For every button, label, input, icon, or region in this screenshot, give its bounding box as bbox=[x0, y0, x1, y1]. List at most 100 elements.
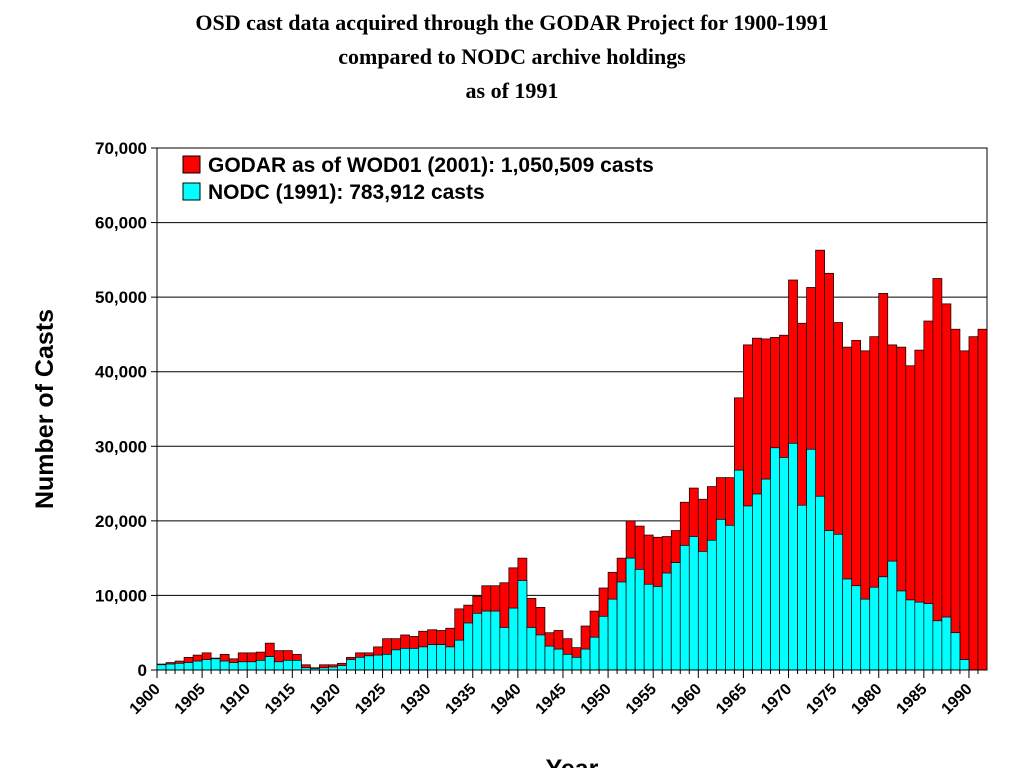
chart-title: compared to NODC archive holdings bbox=[338, 44, 686, 69]
bar bbox=[797, 504, 807, 671]
bar bbox=[499, 627, 510, 671]
y-tick-label: 60,000 bbox=[95, 214, 147, 233]
bar bbox=[273, 661, 284, 671]
legend-label: NODC (1991): 783,912 casts bbox=[208, 181, 485, 204]
bar bbox=[490, 610, 501, 671]
bar bbox=[679, 545, 690, 671]
bar bbox=[851, 585, 862, 671]
bar bbox=[806, 448, 816, 671]
bar bbox=[788, 442, 798, 671]
bar bbox=[815, 495, 825, 671]
chart-title: as of 1991 bbox=[466, 78, 559, 103]
bar bbox=[508, 607, 519, 671]
bar bbox=[941, 303, 952, 671]
bar bbox=[526, 627, 537, 671]
bar bbox=[400, 648, 410, 671]
x-tick-label: 1985 bbox=[893, 681, 930, 718]
x-tick-label: 1955 bbox=[623, 681, 660, 718]
bar bbox=[427, 644, 438, 671]
bar bbox=[941, 616, 952, 671]
legend-label: GODAR as of WOD01 (2001): 1,050,509 cast… bbox=[208, 154, 654, 177]
x-tick-label: 1945 bbox=[533, 681, 570, 718]
bar bbox=[752, 493, 762, 671]
bar bbox=[237, 661, 248, 671]
bar bbox=[562, 653, 573, 671]
bar bbox=[165, 663, 176, 671]
x-tick-label: 1900 bbox=[127, 681, 164, 718]
bar bbox=[860, 598, 871, 671]
bar bbox=[544, 645, 555, 671]
y-axis-label: Number of Casts bbox=[31, 309, 59, 509]
bar bbox=[661, 572, 672, 671]
x-axis-label: Year bbox=[546, 755, 599, 768]
legend-swatch bbox=[182, 155, 201, 174]
bar bbox=[670, 562, 681, 671]
y-tick-label: 0 bbox=[138, 661, 147, 680]
x-tick-label: 1970 bbox=[758, 681, 795, 718]
bar bbox=[652, 586, 663, 671]
bar bbox=[833, 533, 844, 671]
x-tick-label: 1975 bbox=[803, 681, 840, 718]
bar bbox=[418, 646, 429, 671]
y-tick-label: 30,000 bbox=[95, 437, 147, 456]
bar bbox=[282, 659, 293, 671]
x-tick-label: 1950 bbox=[578, 681, 615, 718]
bar bbox=[156, 664, 167, 671]
bar bbox=[950, 632, 961, 671]
bar bbox=[697, 551, 708, 671]
bar bbox=[174, 662, 185, 671]
x-tick-label: 1980 bbox=[848, 681, 885, 718]
bar bbox=[517, 580, 528, 671]
x-tick-label: 1960 bbox=[668, 681, 705, 718]
y-tick-label: 40,000 bbox=[95, 363, 147, 382]
legend-swatch bbox=[182, 182, 201, 201]
bar bbox=[878, 576, 889, 671]
bar bbox=[228, 662, 239, 671]
bar bbox=[580, 648, 591, 671]
bar bbox=[436, 644, 447, 671]
bar bbox=[706, 539, 717, 671]
bar bbox=[688, 536, 699, 671]
bar bbox=[887, 560, 898, 671]
bar bbox=[210, 658, 221, 671]
bar bbox=[634, 568, 645, 671]
bar bbox=[571, 656, 582, 671]
bar bbox=[616, 581, 627, 671]
bar bbox=[950, 328, 961, 671]
bar bbox=[255, 659, 266, 671]
bar bbox=[391, 649, 401, 671]
bar bbox=[183, 662, 194, 671]
bar bbox=[932, 278, 943, 671]
bar bbox=[382, 653, 392, 671]
bar bbox=[346, 659, 356, 671]
y-tick-label: 10,000 bbox=[95, 586, 147, 605]
bar bbox=[761, 478, 771, 671]
bar bbox=[535, 634, 546, 671]
bar bbox=[481, 610, 492, 671]
bar bbox=[219, 660, 230, 671]
bar bbox=[598, 615, 609, 671]
bar bbox=[291, 659, 302, 671]
bar bbox=[896, 590, 907, 671]
x-tick-label: 1930 bbox=[397, 681, 434, 718]
bar bbox=[959, 350, 970, 671]
bar bbox=[409, 648, 419, 671]
x-tick-label: 1940 bbox=[488, 681, 525, 718]
chart-title: OSD cast data acquired through the GODAR… bbox=[195, 10, 828, 35]
bar bbox=[201, 659, 212, 671]
y-tick-label: 50,000 bbox=[95, 288, 147, 307]
bar bbox=[589, 636, 600, 671]
bar bbox=[932, 620, 943, 671]
bar bbox=[454, 639, 465, 671]
x-tick-label: 1925 bbox=[352, 681, 389, 718]
bar bbox=[914, 601, 925, 671]
bar bbox=[472, 612, 483, 671]
bar bbox=[553, 648, 564, 671]
bar bbox=[824, 530, 834, 671]
x-tick-label: 1915 bbox=[262, 681, 299, 718]
bar bbox=[264, 656, 275, 671]
x-tick-label: 1935 bbox=[442, 681, 479, 718]
x-tick-label: 1905 bbox=[172, 681, 209, 718]
bar bbox=[977, 328, 988, 671]
